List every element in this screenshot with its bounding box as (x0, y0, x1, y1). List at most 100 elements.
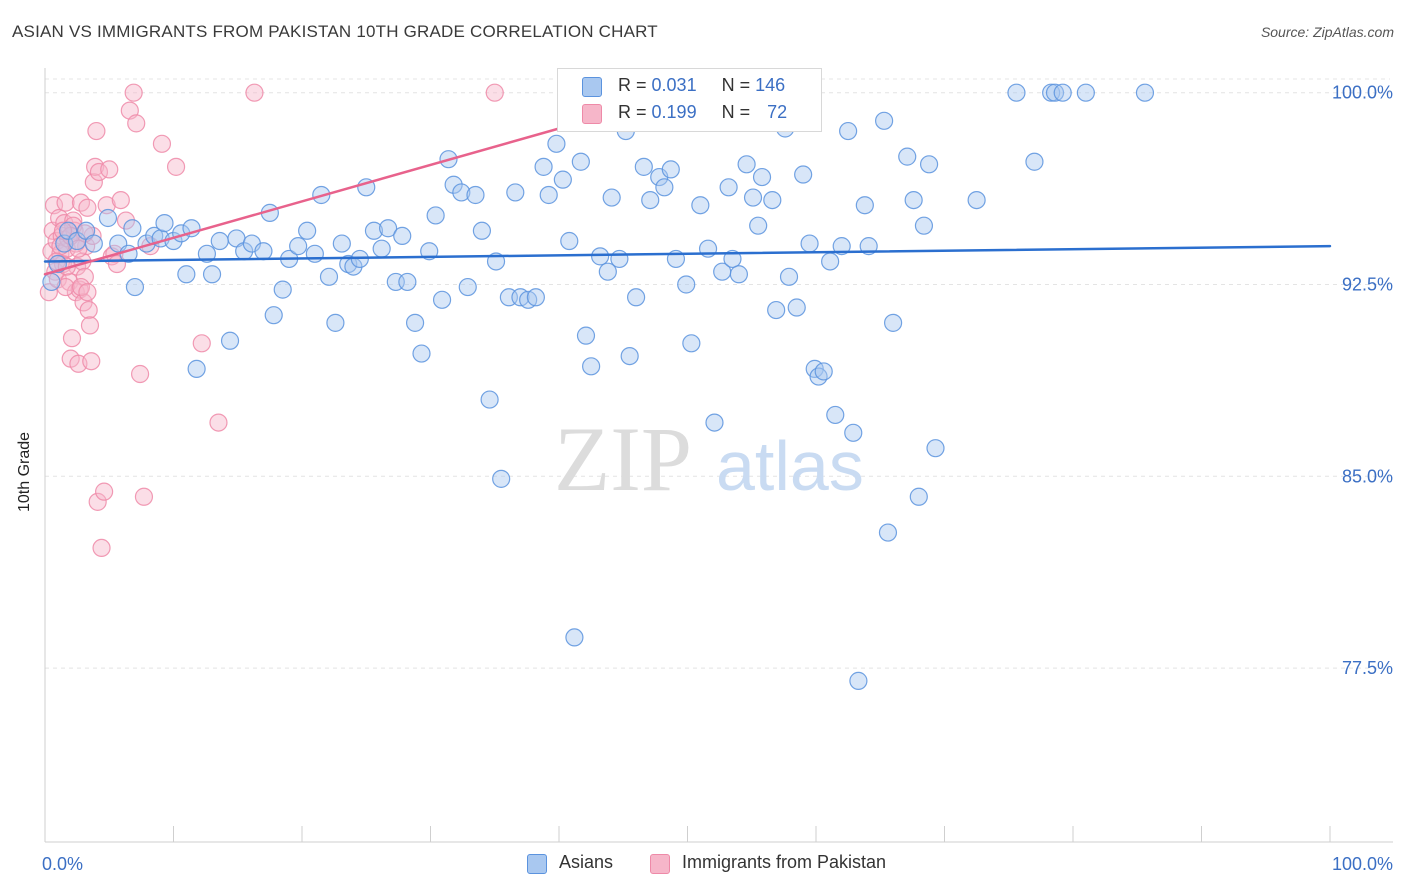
asians-point (398, 272, 417, 292)
asians-point (526, 288, 545, 307)
asians-point (839, 121, 858, 141)
asians-point (412, 344, 431, 363)
pakistan-point (92, 538, 111, 558)
asians-point (909, 487, 928, 506)
asians-point (749, 216, 768, 235)
y-tick-label: 77.5% (1342, 658, 1393, 678)
asians-point (655, 178, 674, 197)
asians-point (1045, 83, 1065, 102)
asians-point (59, 221, 78, 240)
r-value-pakistan: 0.199 (651, 102, 697, 122)
pakistan-point (124, 83, 143, 102)
asians-point (202, 265, 222, 284)
pakistan-point (127, 114, 146, 133)
asians-point (582, 357, 601, 376)
asians-point (480, 390, 499, 409)
asians-point (84, 234, 103, 253)
trend-lines (43, 127, 1332, 276)
legend-swatch-pink (650, 854, 670, 874)
asians-point (393, 226, 412, 246)
asians-point (705, 413, 724, 432)
pakistan-point (87, 121, 106, 141)
asians-point (914, 216, 934, 235)
asians-point (332, 234, 351, 253)
asians-point (598, 262, 617, 281)
legend-swatch-blue (582, 77, 602, 97)
asians-point (719, 178, 738, 197)
n-label: N = (721, 75, 751, 95)
asians-point (800, 234, 819, 253)
asians-point (372, 239, 391, 258)
pakistan-point (82, 352, 101, 371)
asians-point (539, 185, 558, 205)
asians-point (444, 175, 463, 194)
asians-point (826, 405, 845, 425)
asians-point (743, 188, 763, 207)
asians-trend-line (43, 244, 1332, 263)
asians-point (849, 671, 868, 690)
asians-point (305, 244, 324, 263)
asians-point (319, 267, 339, 286)
asians-point (576, 326, 596, 345)
asians-point (492, 469, 511, 488)
x-tick-label-end: 100.0% (1332, 854, 1393, 874)
series-pakistan-points (39, 83, 504, 558)
asians-point (814, 362, 833, 381)
pakistan-point (80, 316, 100, 335)
asians-point (794, 165, 813, 184)
asians-point (339, 254, 358, 274)
asians-point (737, 155, 756, 174)
pakistan-trend-line (43, 127, 561, 276)
asians-point (458, 277, 477, 297)
asians-point (220, 331, 240, 350)
asians-point (426, 206, 445, 225)
asians-point (565, 628, 584, 647)
pakistan-point (209, 413, 228, 432)
pakistan-point (88, 492, 107, 511)
asians-point (967, 190, 986, 210)
asians-point (634, 157, 653, 176)
asians-point (405, 313, 425, 332)
asians-point (641, 190, 660, 210)
pakistan-point (79, 300, 98, 320)
pakistan-point (78, 283, 97, 302)
watermark-zip: ZIP (554, 408, 692, 510)
pakistan-point (485, 83, 504, 102)
asians-point (682, 334, 701, 353)
pakistan-point (152, 134, 172, 153)
pakistan-point (100, 160, 119, 179)
asians-point (779, 267, 799, 286)
r-label: R = (618, 75, 647, 95)
asians-point (1076, 83, 1095, 102)
pakistan-point (95, 482, 114, 501)
pakistan-point (134, 487, 154, 506)
pakistan-point (56, 277, 75, 297)
pakistan-point (84, 173, 103, 192)
asians-point (289, 237, 308, 256)
r-value-asians: 0.031 (651, 75, 697, 95)
pakistan-point (130, 364, 150, 384)
asians-point (610, 249, 629, 269)
asians-point (898, 147, 917, 166)
series-legend: Asians Immigrants from Pakistan (0, 852, 1406, 878)
asians-point (452, 183, 471, 202)
asians-point (767, 300, 786, 320)
legend-swatch-blue (527, 854, 547, 874)
correlation-legend: R = 0.031 N = 146 R = 0.199 N = 72 (557, 68, 822, 132)
x-tick-label-start: 0.0% (42, 854, 83, 874)
asians-point (832, 237, 851, 256)
asians-point (197, 244, 217, 263)
legend-swatch-pink (582, 104, 602, 124)
watermark: ZIP atlas (554, 408, 864, 510)
n-value-asians: 146 (755, 75, 786, 95)
asians-point (763, 190, 782, 210)
n-label: N = (721, 102, 751, 122)
asians-point (661, 160, 680, 179)
n-value-pakistan: 72 (767, 102, 788, 122)
asians-point (123, 219, 142, 238)
asians-point (752, 167, 772, 187)
asians-point (472, 221, 491, 240)
asians-point (187, 359, 206, 378)
asians-point (875, 111, 894, 130)
asians-point (844, 423, 863, 442)
